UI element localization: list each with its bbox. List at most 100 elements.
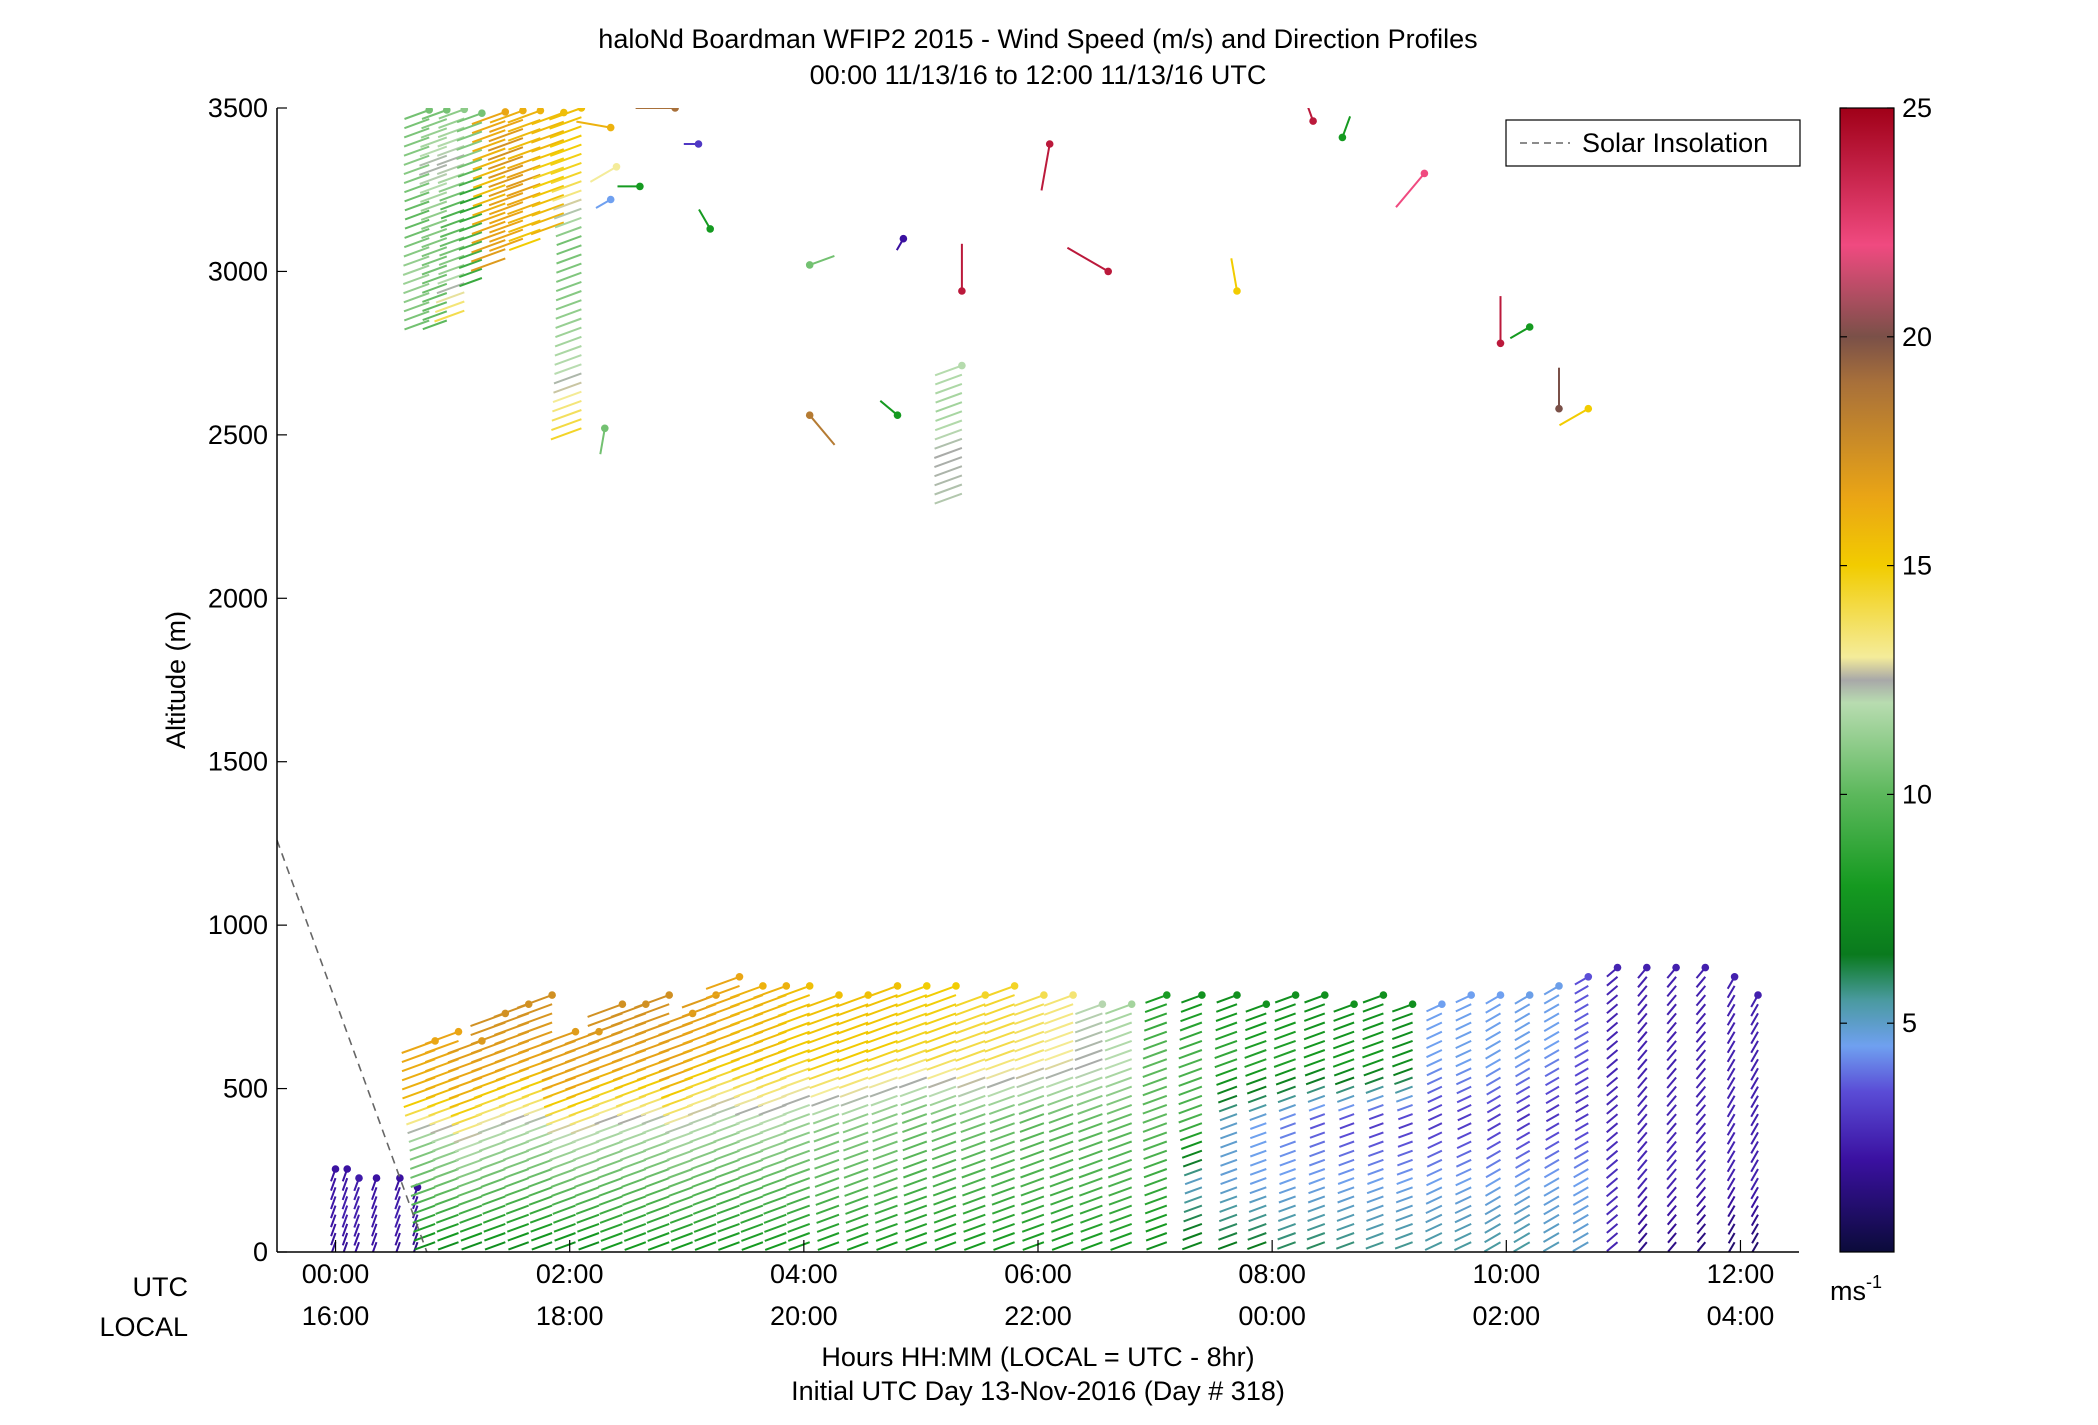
wind-barb xyxy=(553,1213,576,1224)
wind-barb xyxy=(1637,1040,1648,1053)
wind-barb xyxy=(1514,1003,1531,1014)
wind-barb xyxy=(1303,1012,1326,1022)
wind-barb xyxy=(1750,1049,1759,1063)
wind-barb xyxy=(419,173,448,185)
wind-barb xyxy=(1425,1204,1443,1215)
wind-barb xyxy=(1366,1186,1384,1195)
wind-barb xyxy=(836,1049,869,1063)
wind-barb xyxy=(902,1131,928,1143)
wind-barb xyxy=(1395,1213,1413,1222)
wind-barb xyxy=(1244,1049,1267,1059)
wind-barb xyxy=(554,1241,576,1251)
wind-barb xyxy=(808,414,836,446)
wind-barb xyxy=(1574,1085,1589,1095)
wind-barb xyxy=(1362,1003,1384,1013)
wind-barb xyxy=(472,202,506,217)
wind-barb xyxy=(1425,1222,1443,1233)
wind-barb xyxy=(962,1195,986,1206)
wind-barb xyxy=(1695,985,1707,998)
wind-barb xyxy=(1307,1204,1326,1213)
wind-barb xyxy=(458,240,483,251)
wind-barb xyxy=(622,1195,647,1206)
wind-barb xyxy=(440,199,465,211)
wind-barb xyxy=(990,1158,1015,1170)
wind-barb xyxy=(1485,1003,1501,1014)
wind-barb xyxy=(844,1186,869,1197)
wind-barb xyxy=(1249,1177,1267,1185)
wind-barb xyxy=(1637,1140,1648,1153)
barb-dot xyxy=(1525,991,1534,999)
wind-barb xyxy=(471,229,506,245)
wind-barb xyxy=(353,1214,360,1228)
wind-barb xyxy=(643,1149,670,1161)
barb-dot xyxy=(958,287,966,295)
wind-barb xyxy=(619,1149,647,1161)
wind-barb xyxy=(432,1158,459,1170)
wind-barb xyxy=(1366,1195,1384,1204)
wind-barb xyxy=(1666,1067,1677,1080)
wind-barb xyxy=(1362,1030,1384,1041)
wind-barb xyxy=(1074,1039,1103,1052)
wind-barb xyxy=(1047,1103,1074,1115)
wind-barb xyxy=(330,1196,337,1210)
wind-barb xyxy=(530,221,565,236)
wind-barb xyxy=(1606,1104,1619,1115)
wind-barb xyxy=(1279,1177,1296,1185)
wind-barb xyxy=(1426,1021,1443,1031)
wind-barb xyxy=(574,1177,600,1188)
wind-barb xyxy=(556,262,582,274)
barb-dot xyxy=(501,108,510,116)
legend-box xyxy=(1505,119,1801,167)
wind-barb xyxy=(1043,994,1074,1007)
y-tick-label: 0 xyxy=(253,1237,268,1267)
wind-barb xyxy=(404,319,430,331)
wind-barb xyxy=(1637,1031,1648,1043)
x-tick-label-local: 02:00 xyxy=(1473,1301,1541,1331)
wind-barb xyxy=(1248,1204,1267,1213)
barb-dot xyxy=(1045,140,1054,148)
wind-barb xyxy=(1075,1003,1103,1016)
wind-barb xyxy=(1572,1186,1589,1197)
wind-barb xyxy=(506,164,541,179)
wind-barb xyxy=(1572,1241,1589,1252)
wind-barb xyxy=(1666,1085,1677,1098)
wind-barb xyxy=(1573,1158,1589,1169)
wind-barb xyxy=(507,109,541,124)
barb-dot xyxy=(1467,991,1475,999)
wind-barb xyxy=(1020,1186,1045,1197)
wind-barb xyxy=(470,248,506,263)
wind-barb xyxy=(1279,1168,1296,1176)
wind-barb xyxy=(1277,1241,1296,1250)
wind-barb xyxy=(1397,1149,1413,1158)
wind-barb xyxy=(620,1168,647,1179)
barb-dot xyxy=(331,1165,340,1173)
wind-barb xyxy=(517,1012,553,1027)
wind-barb xyxy=(1514,1177,1531,1188)
wind-barb xyxy=(481,1195,506,1206)
wind-barb xyxy=(421,109,448,120)
wind-barb xyxy=(456,1168,483,1180)
x-tick-label-utc: 02:00 xyxy=(536,1259,604,1289)
wind-barb xyxy=(903,1168,928,1179)
wind-barb xyxy=(1544,1140,1560,1151)
wind-barb xyxy=(437,1241,459,1251)
wind-barb xyxy=(1395,1204,1413,1213)
barb-dot xyxy=(1321,991,1329,999)
wind-barb xyxy=(1543,1049,1560,1060)
wind-barb xyxy=(1104,1067,1133,1079)
wind-barb xyxy=(530,1232,553,1242)
wind-barb xyxy=(646,1213,670,1224)
wind-barb xyxy=(900,1094,928,1107)
wind-barb xyxy=(1696,1241,1707,1252)
wind-barb xyxy=(666,1140,693,1152)
wind-barb xyxy=(1339,1131,1355,1139)
wind-barb xyxy=(1106,1103,1133,1115)
wind-barb xyxy=(1695,1003,1707,1016)
wind-barb xyxy=(905,1232,928,1242)
wind-barb xyxy=(898,1076,928,1089)
wind-barb xyxy=(836,1003,869,1017)
wind-barb xyxy=(960,1140,986,1152)
wind-barb xyxy=(1214,1049,1238,1060)
wind-barb xyxy=(1695,1040,1707,1053)
wind-barb xyxy=(437,172,465,184)
